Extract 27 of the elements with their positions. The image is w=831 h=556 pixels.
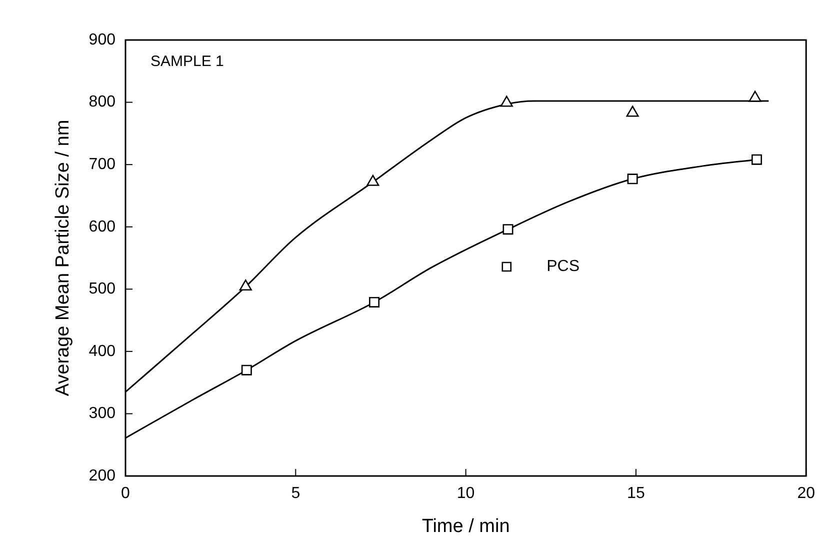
y-tick-label: 700 <box>88 156 116 173</box>
point <box>502 224 514 235</box>
y-axis-title: Average Mean Particle Size / nm <box>52 120 74 396</box>
y-tick-label: 400 <box>88 342 116 360</box>
legend-label: PCS <box>546 258 580 276</box>
y-tick-label: 300 <box>88 405 116 422</box>
point <box>241 364 252 376</box>
y-tick-label: 900 <box>88 31 116 48</box>
point <box>369 296 380 308</box>
x-tick-label: 15 <box>627 485 645 502</box>
x-tick-label: 10 <box>456 485 475 502</box>
point <box>626 106 639 117</box>
point <box>239 280 252 291</box>
x-tick-label: 5 <box>291 485 300 502</box>
point <box>748 90 762 102</box>
x-tick-label: 0 <box>121 485 130 502</box>
x-axis-title: Time / min <box>422 516 510 537</box>
y-tick-label: 200 <box>88 467 116 484</box>
x-tick-label: 20 <box>797 485 816 502</box>
y-tick-label: 800 <box>88 94 116 111</box>
point <box>500 96 513 107</box>
y-tick-label: 500 <box>88 280 116 298</box>
annotation: SAMPLE 1 <box>150 53 224 70</box>
point <box>627 174 638 184</box>
point <box>366 174 380 186</box>
point <box>752 154 762 165</box>
y-tick-label: 600 <box>88 218 116 236</box>
